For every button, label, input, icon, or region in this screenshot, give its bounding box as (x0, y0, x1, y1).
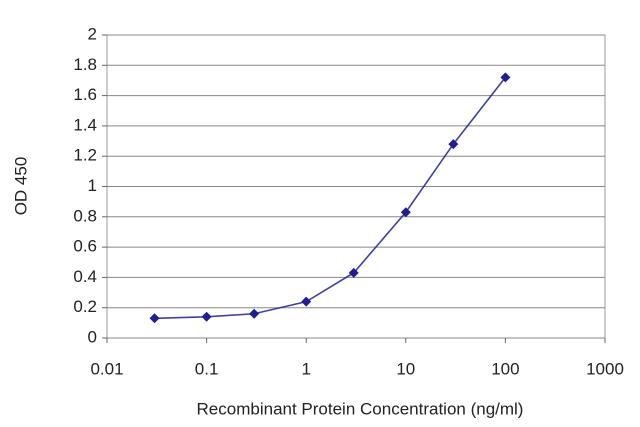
data-point (149, 313, 160, 324)
y-tick-label: 0.2 (73, 297, 97, 316)
data-point (301, 296, 312, 307)
data-point (201, 311, 212, 322)
x-axis-label: Recombinant Protein Concentration (ng/ml… (197, 399, 524, 418)
y-tick-label: 0.4 (73, 267, 97, 286)
data-point (249, 308, 260, 319)
x-tick-label: 1000 (586, 359, 624, 378)
data-point (500, 72, 511, 83)
y-tick-label: 0.8 (73, 206, 97, 225)
data-point (400, 207, 411, 218)
y-tick-label: 1.2 (73, 146, 97, 165)
y-tick-label: 0 (88, 327, 97, 346)
x-tick-label: 10 (396, 359, 415, 378)
series-line (154, 76, 507, 320)
data-point (448, 139, 459, 150)
y-tick-label: 1.6 (73, 85, 97, 104)
data-point (348, 267, 359, 278)
y-tick-label: 1 (88, 176, 97, 195)
x-tick-label: 0.01 (90, 359, 123, 378)
y-tick-label: 1.8 (73, 55, 97, 74)
y-tick-label: 0.6 (73, 237, 97, 256)
y-tick-label: 1.4 (73, 115, 97, 134)
x-tick-label: 1 (301, 359, 310, 378)
x-tick-label: 0.1 (195, 359, 219, 378)
x-tick-label: 100 (491, 359, 519, 378)
y-axis-label: OD 450 (11, 157, 30, 216)
y-tick-label: 2 (88, 24, 97, 43)
